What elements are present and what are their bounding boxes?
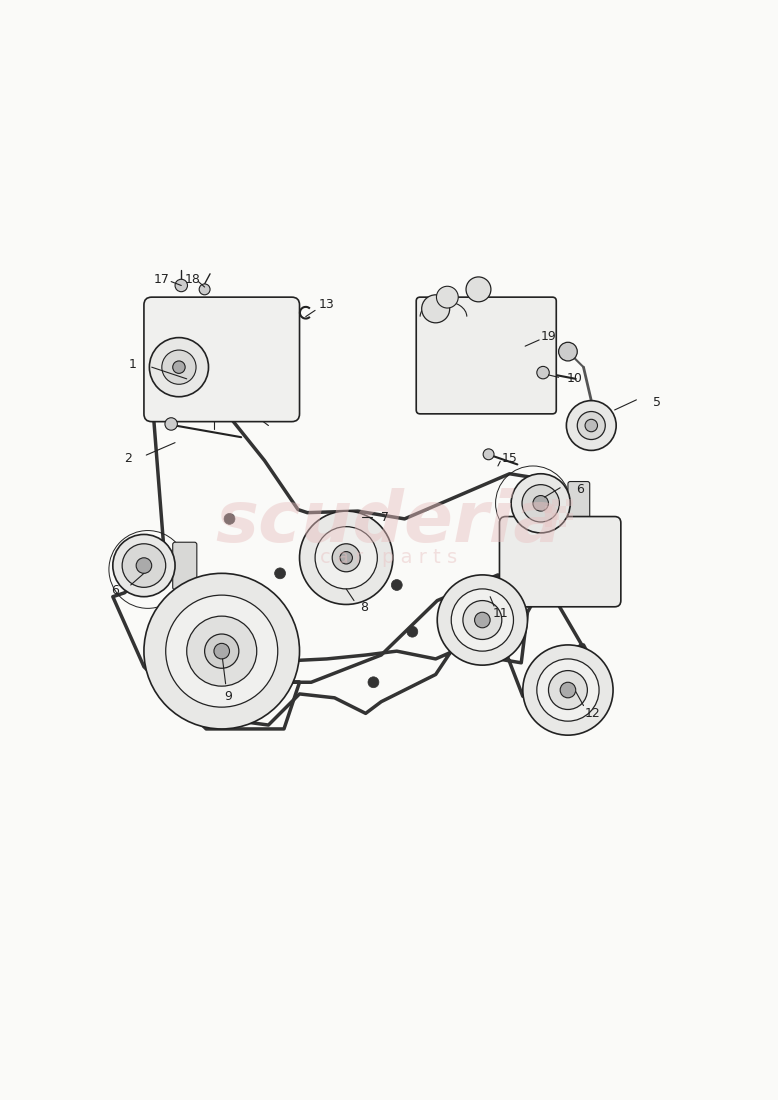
Circle shape <box>136 558 152 573</box>
FancyBboxPatch shape <box>173 542 197 590</box>
Circle shape <box>559 342 577 361</box>
Circle shape <box>463 601 502 639</box>
Text: 17: 17 <box>154 273 170 286</box>
Circle shape <box>149 338 209 397</box>
Text: 8: 8 <box>360 601 368 614</box>
Circle shape <box>199 284 210 295</box>
FancyBboxPatch shape <box>416 297 556 414</box>
Circle shape <box>451 588 513 651</box>
Bar <box>552 513 559 519</box>
Circle shape <box>165 418 177 430</box>
Circle shape <box>122 543 166 587</box>
Circle shape <box>566 400 616 450</box>
Circle shape <box>187 616 257 686</box>
Circle shape <box>533 495 548 512</box>
Text: 6: 6 <box>111 584 119 597</box>
Circle shape <box>113 535 175 596</box>
Text: 1: 1 <box>128 359 136 372</box>
Text: 9: 9 <box>224 690 232 703</box>
Bar <box>552 498 559 506</box>
Text: 19: 19 <box>541 330 556 342</box>
Circle shape <box>422 295 450 322</box>
Circle shape <box>300 512 393 605</box>
Text: 13: 13 <box>319 298 335 311</box>
Text: 11: 11 <box>492 607 508 620</box>
Bar <box>566 513 573 519</box>
Text: 10: 10 <box>566 372 582 385</box>
Circle shape <box>437 575 527 666</box>
Circle shape <box>522 485 559 522</box>
FancyBboxPatch shape <box>499 517 621 607</box>
Text: scuderia: scuderia <box>216 488 562 558</box>
Circle shape <box>483 449 494 460</box>
Circle shape <box>537 366 549 378</box>
Circle shape <box>144 573 300 729</box>
Bar <box>566 498 573 506</box>
Circle shape <box>475 613 490 628</box>
Circle shape <box>560 682 576 697</box>
Circle shape <box>162 350 196 384</box>
Circle shape <box>205 634 239 669</box>
Circle shape <box>523 645 613 735</box>
FancyBboxPatch shape <box>144 297 300 421</box>
Circle shape <box>214 644 230 659</box>
Text: 7: 7 <box>381 510 389 524</box>
Circle shape <box>340 551 352 564</box>
Text: 12: 12 <box>585 707 601 719</box>
Text: 18: 18 <box>185 273 201 286</box>
Circle shape <box>173 361 185 373</box>
Circle shape <box>577 411 605 440</box>
Circle shape <box>175 279 187 292</box>
Text: c a r   p a r t s: c a r p a r t s <box>321 548 457 568</box>
Circle shape <box>548 671 587 710</box>
Circle shape <box>368 676 379 688</box>
Circle shape <box>224 514 235 525</box>
FancyBboxPatch shape <box>568 482 590 525</box>
Circle shape <box>436 286 458 308</box>
Circle shape <box>466 277 491 301</box>
Text: 2: 2 <box>124 452 132 464</box>
Circle shape <box>537 659 599 722</box>
Text: 5: 5 <box>654 396 661 409</box>
Circle shape <box>391 580 402 591</box>
Bar <box>559 506 566 513</box>
Circle shape <box>275 568 286 579</box>
Text: 6: 6 <box>576 483 584 496</box>
Bar <box>559 519 566 527</box>
Text: 15: 15 <box>502 452 517 464</box>
Circle shape <box>407 626 418 637</box>
Circle shape <box>166 595 278 707</box>
Circle shape <box>315 527 377 588</box>
Bar <box>545 519 552 527</box>
Bar <box>545 506 552 513</box>
Circle shape <box>585 419 598 431</box>
Circle shape <box>332 543 360 572</box>
Circle shape <box>511 474 570 532</box>
